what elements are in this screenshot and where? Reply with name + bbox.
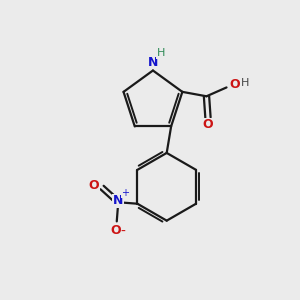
Text: N: N	[113, 194, 123, 207]
Text: N: N	[148, 56, 158, 69]
Text: H: H	[241, 78, 249, 88]
Text: +: +	[121, 188, 129, 197]
Text: O: O	[88, 179, 99, 192]
Text: O: O	[230, 78, 240, 91]
Text: -: -	[121, 225, 126, 239]
Text: O: O	[202, 118, 213, 131]
Text: O: O	[110, 224, 121, 237]
Text: H: H	[157, 48, 165, 59]
